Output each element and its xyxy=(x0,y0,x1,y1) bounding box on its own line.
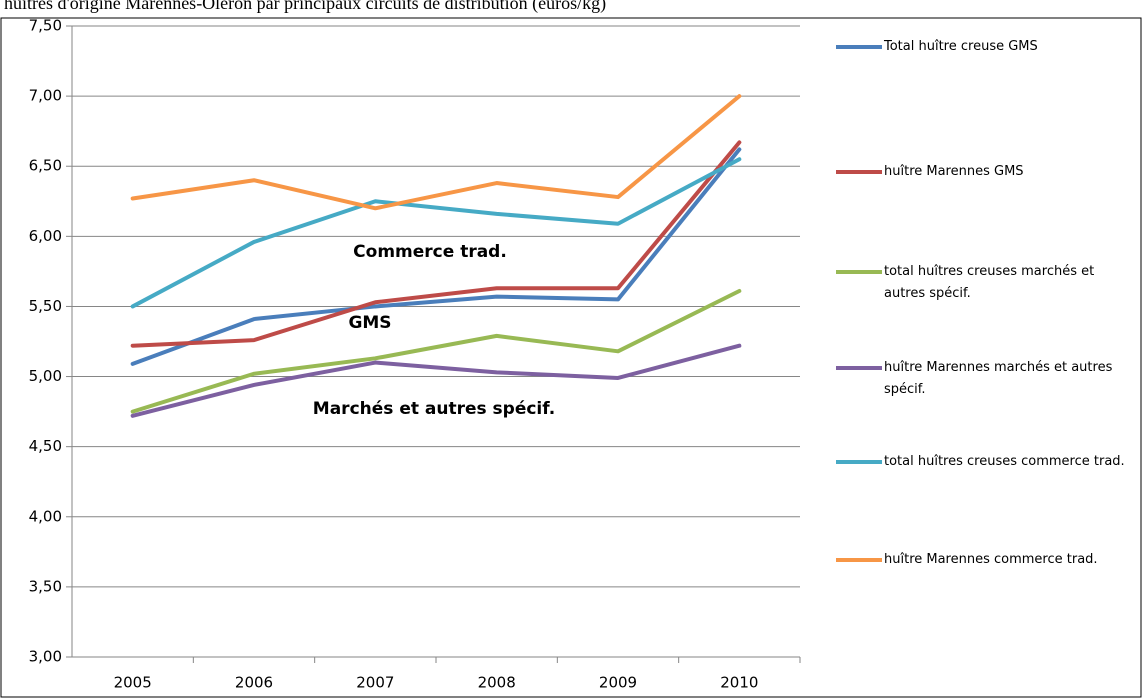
chart-frame xyxy=(0,17,1142,698)
legend-label: total huîtres creuses commerce trad. xyxy=(884,454,1125,469)
y-tick-label: 4,50 xyxy=(29,437,62,455)
series-line xyxy=(130,140,742,348)
x-tick-label: 2006 xyxy=(235,674,273,692)
series-line xyxy=(130,343,742,418)
legend-label: huître Marennes marchés et autres spécif… xyxy=(884,360,1113,397)
series-line xyxy=(130,157,742,309)
y-tick-label: 7,00 xyxy=(29,87,62,105)
y-tick-label: 3,50 xyxy=(29,577,62,595)
x-tick-label: 2005 xyxy=(114,674,152,692)
annotation: Marchés et autres spécif. xyxy=(313,399,555,419)
series-line xyxy=(130,289,742,414)
legend-label: Total huître creuse GMS xyxy=(884,39,1038,54)
x-tick-label: 2008 xyxy=(478,674,516,692)
y-tick-label: 5,50 xyxy=(29,297,62,315)
y-tick-label: 3,00 xyxy=(29,648,62,666)
legend-label: total huîtres creuses marchés et autres … xyxy=(884,264,1095,301)
y-tick-label: 6,50 xyxy=(29,157,62,175)
x-tick-label: 2007 xyxy=(356,674,394,692)
series-line xyxy=(130,147,742,366)
x-tick-label: 2010 xyxy=(720,674,758,692)
x-tick-label: 2009 xyxy=(599,674,637,692)
annotation: GMS xyxy=(348,313,391,333)
annotation: Commerce trad. xyxy=(353,242,507,262)
series-line xyxy=(130,94,742,211)
y-tick-label: 7,50 xyxy=(29,17,62,35)
y-tick-label: 6,00 xyxy=(29,227,62,245)
legend-label: huître Marennes GMS xyxy=(884,164,1024,179)
legend-label: huître Marennes commerce trad. xyxy=(884,552,1098,567)
chart-title: huîtres d'origine Marennes-Oléron par pr… xyxy=(4,0,606,14)
y-tick-label: 4,00 xyxy=(29,507,62,525)
y-tick-label: 5,00 xyxy=(29,367,62,385)
